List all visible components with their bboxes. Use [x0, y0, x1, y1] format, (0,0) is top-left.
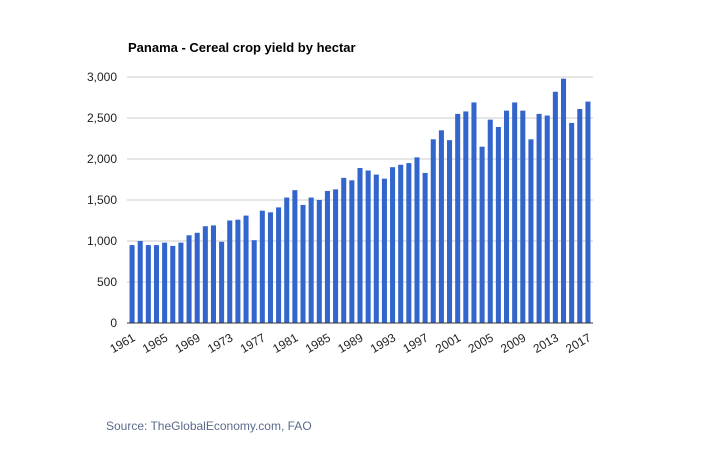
bar-1972: [219, 241, 225, 323]
bar-1975: [243, 215, 249, 323]
bar-1967: [178, 242, 184, 323]
bar-2012: [544, 115, 550, 323]
x-tick-label: 1977: [238, 330, 268, 356]
bar-2002: [463, 111, 469, 323]
bar-2016: [577, 108, 583, 323]
bar-1982: [300, 204, 306, 323]
y-tick-label: 2,500: [87, 111, 117, 125]
bar-1997: [422, 172, 428, 323]
bar-2001: [455, 113, 461, 324]
bar-1991: [373, 174, 379, 323]
bar-2000: [447, 140, 453, 323]
y-tick-label: 500: [97, 275, 117, 289]
source-note: Source: TheGlobalEconomy.com, FAO: [106, 419, 312, 433]
bar-1980: [284, 197, 290, 323]
x-tick-label: 2005: [466, 330, 496, 356]
bar-2006: [495, 127, 501, 324]
x-tick-label: 1993: [368, 330, 398, 356]
y-tick-label: 2,000: [87, 152, 117, 166]
bar-1996: [414, 157, 420, 323]
bar-1974: [235, 219, 241, 323]
bar-2011: [536, 113, 542, 324]
bar-1978: [267, 212, 273, 323]
bar-2004: [479, 146, 485, 323]
x-tick-label: 2013: [531, 330, 561, 356]
bar-2010: [528, 139, 534, 323]
bar-1988: [349, 180, 355, 323]
bar-1965: [162, 242, 168, 323]
bar-1973: [227, 220, 233, 323]
bar-1989: [357, 168, 363, 323]
bar-1969: [194, 232, 200, 323]
y-tick-label: 0: [110, 316, 117, 330]
bar-1987: [341, 177, 347, 323]
bar-1964: [153, 245, 160, 323]
bars: [129, 78, 591, 324]
bar-1995: [406, 163, 412, 323]
bar-2008: [512, 102, 518, 323]
bar-1968: [186, 235, 192, 323]
y-tick-label: 3,000: [87, 70, 117, 84]
x-tick-label: 2017: [563, 330, 593, 356]
bar-1999: [438, 130, 444, 323]
bar-1998: [430, 139, 436, 323]
bar-2014: [560, 78, 567, 323]
bar-1984: [316, 200, 322, 323]
bar-1976: [251, 240, 257, 323]
bar-2007: [504, 110, 510, 324]
x-tick-label: 1985: [303, 330, 333, 356]
bar-1986: [333, 189, 339, 323]
y-tick-label: 1,000: [87, 234, 117, 248]
bar-1971: [210, 225, 216, 323]
bar-1977: [259, 210, 265, 323]
chart-title: Panama - Cereal crop yield by hectar: [128, 40, 356, 55]
bar-1966: [170, 245, 176, 323]
x-tick-label: 1965: [140, 330, 170, 356]
bar-1993: [390, 167, 396, 323]
bar-1994: [398, 164, 404, 323]
bar-1992: [381, 178, 387, 323]
bar-2017: [585, 101, 591, 323]
bar-1970: [202, 226, 208, 323]
x-tick-label: 2009: [498, 330, 528, 356]
x-axis-ticks: 1961 1965 1969 1973 1977 1981 1985 1989 1993 1997…: [107, 330, 593, 356]
y-axis-ticks: 0 500 1,000 1,500 2,000 2,500 3,000: [87, 70, 117, 330]
bar-1979: [276, 207, 282, 323]
x-tick-label: 1997: [400, 330, 430, 356]
bar-1990: [365, 170, 371, 323]
bar-1983: [308, 197, 314, 323]
bar-2009: [520, 110, 526, 324]
x-tick-label: 1973: [205, 330, 235, 356]
bar-2003: [471, 102, 477, 323]
y-tick-label: 1,500: [87, 193, 117, 207]
bar-1963: [145, 245, 151, 323]
x-tick-label: 2001: [433, 330, 463, 356]
x-tick-label: 1961: [107, 330, 137, 356]
bar-1985: [324, 190, 330, 323]
bar-1981: [292, 190, 298, 323]
x-tick-label: 1981: [270, 330, 300, 356]
bar-2005: [487, 119, 493, 323]
bar-1962: [137, 241, 143, 323]
bar-2013: [552, 91, 558, 323]
bar-2015: [569, 122, 575, 323]
bar-1961: [129, 245, 135, 323]
x-tick-label: 1969: [173, 330, 203, 356]
x-tick-label: 1989: [335, 330, 365, 356]
